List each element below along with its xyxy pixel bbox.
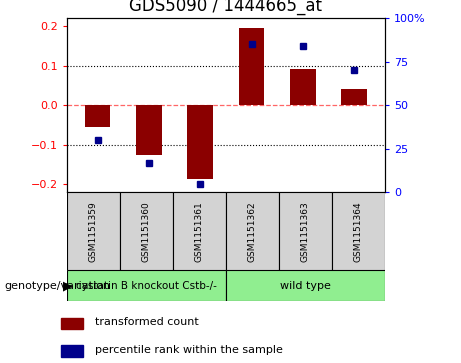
Text: genotype/variation: genotype/variation xyxy=(5,281,111,291)
Title: GDS5090 / 1444665_at: GDS5090 / 1444665_at xyxy=(130,0,322,16)
Text: GSM1151360: GSM1151360 xyxy=(142,201,151,262)
FancyBboxPatch shape xyxy=(226,192,279,270)
FancyBboxPatch shape xyxy=(67,192,120,270)
Bar xyxy=(136,105,162,155)
Text: GSM1151359: GSM1151359 xyxy=(89,201,98,262)
Text: GSM1151361: GSM1151361 xyxy=(195,201,204,262)
Bar xyxy=(290,69,316,105)
FancyBboxPatch shape xyxy=(226,270,385,301)
Bar xyxy=(188,105,213,179)
FancyBboxPatch shape xyxy=(120,192,173,270)
Text: GSM1151363: GSM1151363 xyxy=(301,201,310,262)
Text: percentile rank within the sample: percentile rank within the sample xyxy=(95,344,283,355)
Text: ▶: ▶ xyxy=(63,280,73,292)
FancyBboxPatch shape xyxy=(67,270,226,301)
Bar xyxy=(85,105,111,127)
Bar xyxy=(61,318,83,330)
Bar xyxy=(239,28,264,105)
Text: transformed count: transformed count xyxy=(95,317,198,327)
Text: GSM1151364: GSM1151364 xyxy=(354,201,363,262)
Bar xyxy=(61,345,83,356)
Text: cystatin B knockout Cstb-/-: cystatin B knockout Cstb-/- xyxy=(76,281,217,291)
Bar xyxy=(341,89,367,105)
FancyBboxPatch shape xyxy=(279,192,332,270)
Text: wild type: wild type xyxy=(280,281,331,291)
FancyBboxPatch shape xyxy=(173,192,226,270)
FancyBboxPatch shape xyxy=(332,192,385,270)
Text: GSM1151362: GSM1151362 xyxy=(248,201,257,262)
